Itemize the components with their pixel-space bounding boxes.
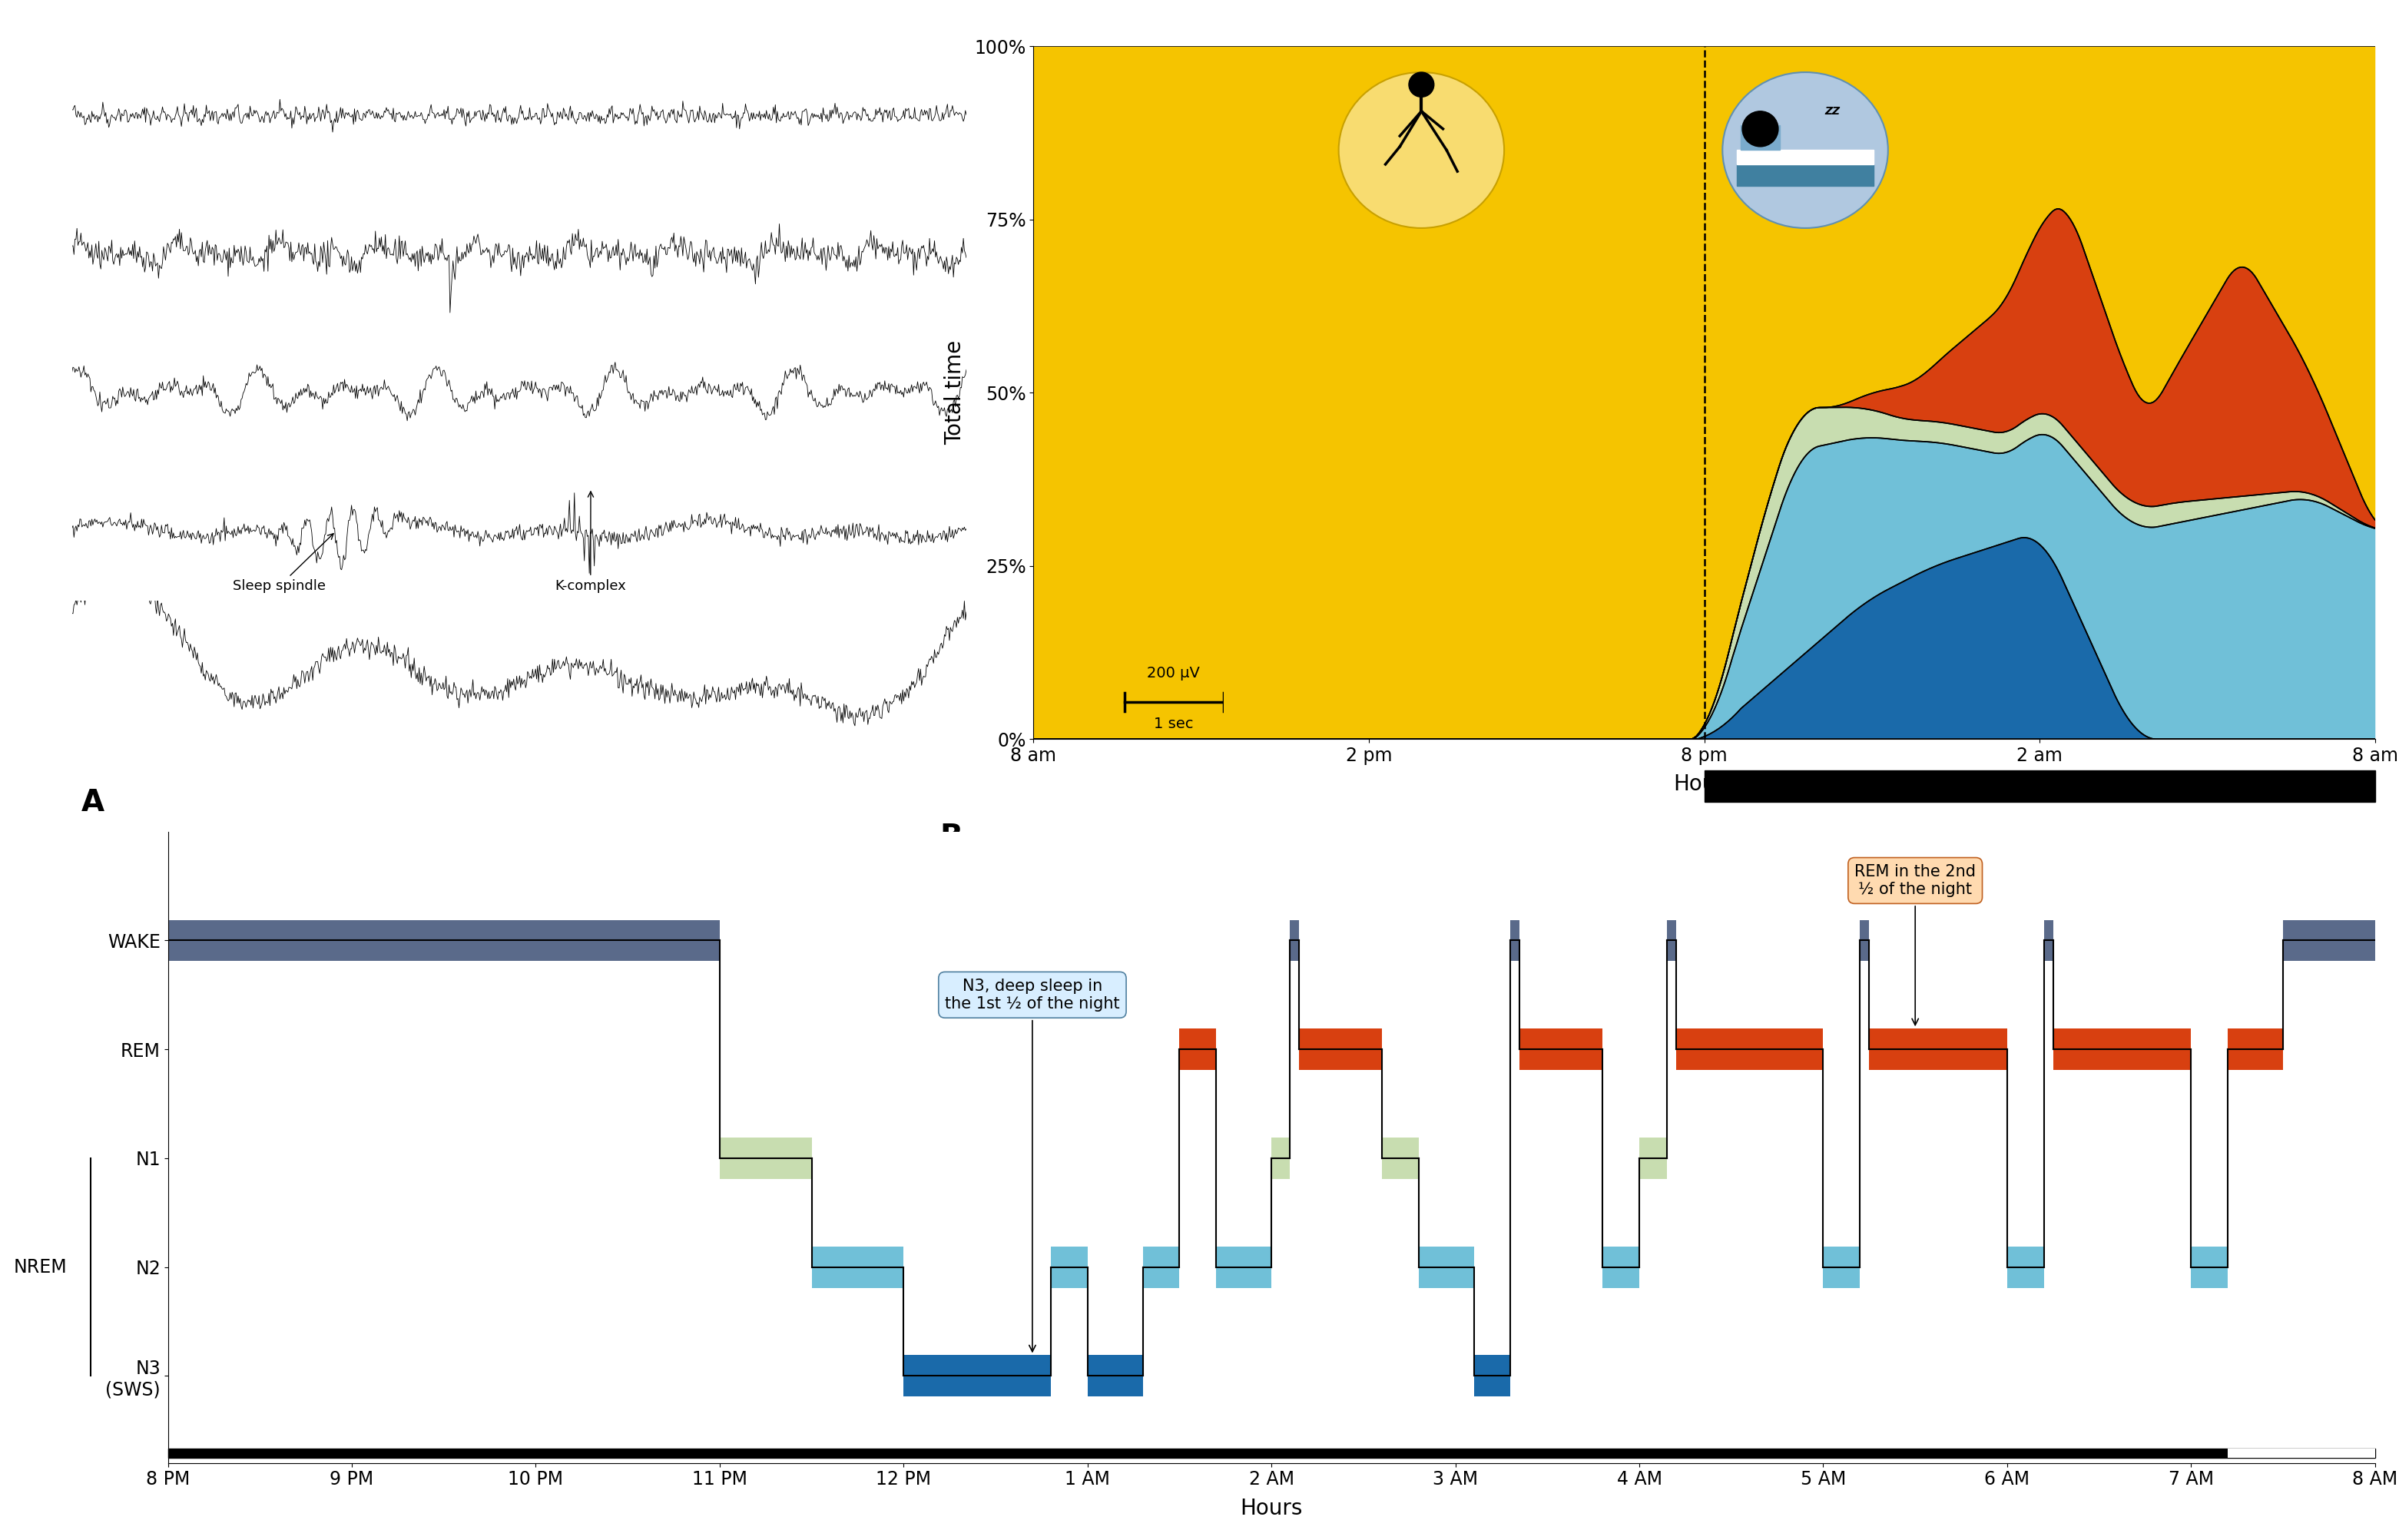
Bar bbox=[1382, 1138, 1418, 1180]
Bar bbox=[168, 919, 720, 961]
Bar bbox=[1271, 1138, 1291, 1180]
Text: Sleep spindle: Sleep spindle bbox=[233, 534, 333, 593]
Bar bbox=[1823, 1246, 1859, 1287]
Bar bbox=[2054, 1029, 2190, 1070]
Bar bbox=[1859, 919, 1869, 961]
Ellipse shape bbox=[1722, 72, 1888, 228]
Text: K-complex: K-complex bbox=[554, 491, 626, 593]
Bar bbox=[1603, 1246, 1639, 1287]
Circle shape bbox=[1408, 72, 1435, 97]
Bar bbox=[1737, 165, 1874, 186]
Bar bbox=[1051, 1246, 1087, 1287]
Bar bbox=[2229, 1449, 2375, 1457]
Ellipse shape bbox=[1339, 72, 1504, 228]
Text: B: B bbox=[940, 822, 962, 852]
Bar bbox=[1291, 919, 1300, 961]
Text: N3, deep sleep in
the 1st ½ of the night: N3, deep sleep in the 1st ½ of the night bbox=[945, 978, 1120, 1352]
Text: REM in the 2nd
½ of the night: REM in the 2nd ½ of the night bbox=[1854, 864, 1977, 1026]
Bar bbox=[1519, 1029, 1603, 1070]
Bar bbox=[1737, 151, 1874, 165]
Bar bbox=[811, 1246, 904, 1287]
X-axis label: Hours: Hours bbox=[1672, 773, 1734, 795]
Bar bbox=[2229, 1029, 2284, 1070]
Bar bbox=[1739, 125, 1780, 151]
Bar bbox=[1869, 1029, 2008, 1070]
Bar bbox=[1300, 1029, 1382, 1070]
Bar bbox=[1473, 1355, 1511, 1397]
X-axis label: Hours: Hours bbox=[1240, 1497, 1303, 1518]
Bar bbox=[720, 1138, 811, 1180]
Bar bbox=[168, 1449, 2375, 1457]
Bar bbox=[1034, 770, 1703, 801]
Text: 1 sec: 1 sec bbox=[1154, 716, 1192, 732]
Text: ZZ: ZZ bbox=[1826, 106, 1840, 117]
Bar bbox=[1142, 1246, 1180, 1287]
Bar bbox=[1639, 1138, 1667, 1180]
Bar bbox=[1216, 1246, 1271, 1287]
Bar bbox=[2044, 919, 2054, 961]
Bar bbox=[2284, 919, 2375, 961]
Bar bbox=[2008, 1246, 2044, 1287]
Bar bbox=[1511, 919, 1519, 961]
Bar bbox=[1703, 770, 2375, 801]
Bar bbox=[1087, 1355, 1142, 1397]
Circle shape bbox=[1742, 111, 1778, 146]
Bar bbox=[1418, 1246, 1473, 1287]
Text: A: A bbox=[82, 787, 103, 816]
Bar bbox=[1180, 1029, 1216, 1070]
Text: NREM: NREM bbox=[14, 1258, 67, 1277]
Bar bbox=[904, 1355, 1051, 1397]
Bar bbox=[1677, 1029, 1823, 1070]
Text: 200 μV: 200 μV bbox=[1147, 667, 1200, 681]
Bar bbox=[2190, 1246, 2229, 1287]
Y-axis label: Total time: Total time bbox=[945, 340, 967, 445]
Bar bbox=[1667, 919, 1677, 961]
